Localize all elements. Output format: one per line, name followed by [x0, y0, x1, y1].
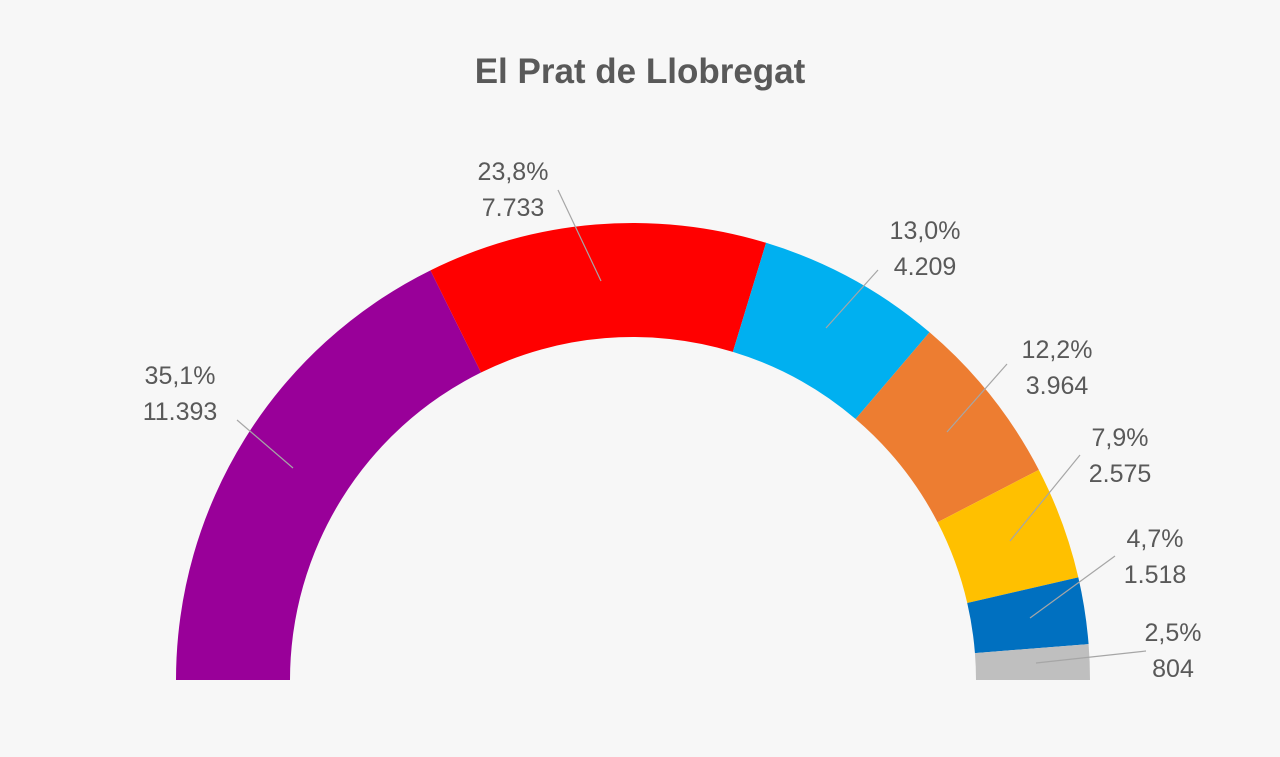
percent-label-3: 13,0% [890, 217, 961, 245]
votes-label-2: 7.733 [482, 194, 545, 222]
leader-line-3 [825, 269, 879, 329]
chart-segment-2 [430, 223, 767, 373]
leader-line-2 [557, 189, 602, 282]
chart-segment-7 [974, 644, 1090, 680]
percent-label-6: 4,7% [1127, 525, 1184, 553]
leader-line-1 [236, 419, 294, 469]
percent-label-5: 7,9% [1092, 424, 1149, 452]
votes-label-3: 4.209 [894, 253, 957, 281]
chart-segment-1 [176, 270, 482, 680]
leader-line-5 [1009, 454, 1081, 542]
percent-label-4: 12,2% [1022, 336, 1093, 364]
leader-line-7 [1035, 650, 1147, 664]
chart-segment-5 [937, 469, 1079, 603]
leader-line-6 [1029, 555, 1116, 619]
votes-label-1: 11.393 [143, 398, 218, 426]
leader-line-4 [946, 363, 1008, 433]
votes-label-4: 3.964 [1026, 372, 1089, 400]
chart-segment-3 [732, 242, 930, 420]
percent-label-7: 2,5% [1145, 619, 1202, 647]
percent-label-1: 35,1% [145, 362, 216, 390]
chart-segment-6 [967, 577, 1089, 654]
chart-title: El Prat de Llobregat [474, 52, 806, 91]
votes-label-5: 2.575 [1089, 460, 1152, 488]
percent-label-2: 23,8% [478, 158, 549, 186]
votes-label-7: 804 [1152, 655, 1194, 683]
chart-segment-4 [855, 332, 1039, 523]
votes-label-6: 1.518 [1124, 561, 1187, 589]
